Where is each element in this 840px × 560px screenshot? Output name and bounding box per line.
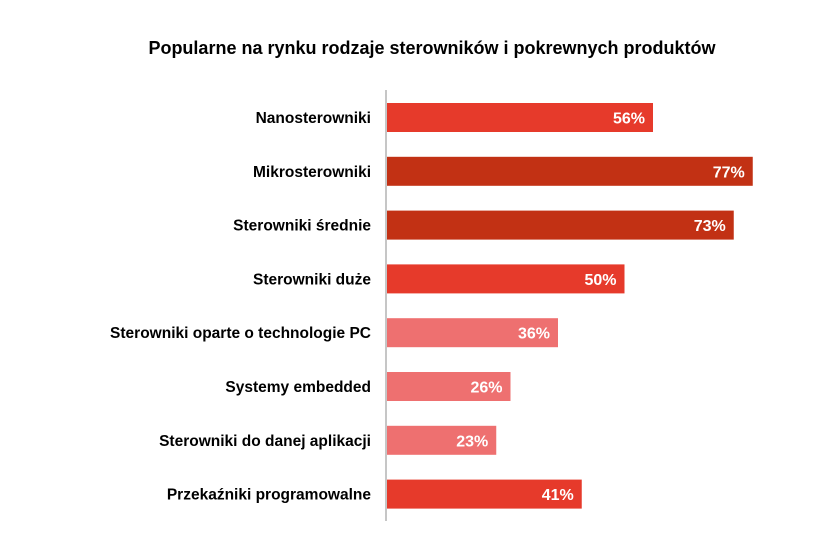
value-label-6: 26% <box>470 380 502 397</box>
bar-2 <box>387 156 753 186</box>
chart-title: Popularne na rynku rodzaje sterowników i… <box>148 38 716 58</box>
bar-1 <box>387 103 653 132</box>
bar-4 <box>387 264 625 294</box>
value-label-5: 36% <box>518 326 550 343</box>
category-label-5: Sterowniki oparte o technologie PC <box>110 325 371 342</box>
category-label-2: Mikrosterowniki <box>253 164 371 181</box>
category-label-6: Systemy embedded <box>225 379 371 396</box>
bar-7 <box>387 425 497 455</box>
value-label-2: 77% <box>713 164 745 181</box>
bars-group: Nanosterowniki 56% Mikrosterowniki 77% Stero… <box>110 103 753 509</box>
value-label-3: 73% <box>694 218 726 235</box>
category-label-3: Sterowniki średnie <box>233 218 371 235</box>
bar-6 <box>387 372 511 401</box>
value-label-7: 23% <box>456 433 488 450</box>
bar-8 <box>387 479 582 509</box>
bar-5 <box>387 318 558 348</box>
bar-3 <box>387 210 734 240</box>
category-label-4: Sterowniki duże <box>253 271 371 288</box>
category-label-1: Nanosterowniki <box>256 110 371 127</box>
value-label-8: 41% <box>542 487 574 504</box>
category-label-8: Przekaźniki programowalne <box>167 487 372 504</box>
value-label-4: 50% <box>584 272 616 289</box>
value-label-1: 56% <box>613 111 645 128</box>
category-label-7: Sterowniki do danej aplikacji <box>159 433 371 450</box>
